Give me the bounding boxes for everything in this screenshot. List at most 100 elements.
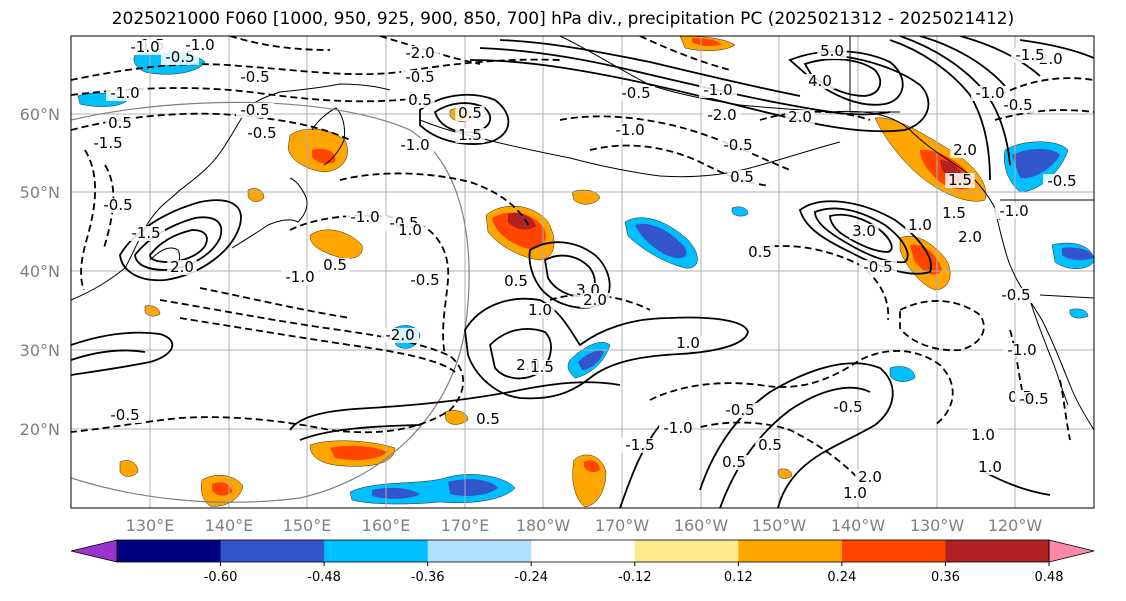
lon-label: 160°W bbox=[674, 516, 729, 535]
contour-label: 2.0 bbox=[858, 468, 882, 486]
lat-label: 40°N bbox=[20, 262, 60, 281]
contour-label-bg bbox=[89, 136, 127, 151]
lon-label: 130°E bbox=[126, 516, 175, 535]
contour-label-bg bbox=[580, 293, 610, 308]
contour-label-bg bbox=[527, 360, 557, 375]
contour-label-bg bbox=[905, 218, 935, 233]
contour-label: 1.0 bbox=[843, 484, 867, 502]
contour-label: -0.5 bbox=[405, 68, 434, 86]
contour-label-bg bbox=[127, 226, 165, 241]
contour-label-bg bbox=[621, 438, 659, 453]
contour-label-bg bbox=[805, 74, 835, 89]
contour-label-bg bbox=[1015, 392, 1053, 407]
contour-label: -1.0 bbox=[663, 419, 692, 437]
contour-label: -2.0 bbox=[707, 106, 736, 124]
precip-positive-area bbox=[777, 468, 793, 479]
contour-label-bg bbox=[727, 170, 757, 185]
contour-label: -1.0 bbox=[110, 84, 139, 102]
contour-label-bg bbox=[346, 210, 384, 225]
contour-label: -0.5 bbox=[110, 406, 139, 424]
lon-label: 140°W bbox=[831, 516, 886, 535]
contour-label-bg bbox=[167, 260, 197, 275]
colorbar-extend-high bbox=[1048, 539, 1095, 563]
contour-label: -1.0 bbox=[350, 208, 379, 226]
contour-label-bg bbox=[161, 50, 199, 65]
lon-label: 170°W bbox=[595, 516, 650, 535]
contour-label: 1.0 bbox=[398, 221, 422, 239]
contour-label: 0.5 bbox=[108, 114, 132, 132]
contour-label-bg bbox=[699, 83, 737, 98]
precip-negative-area bbox=[448, 479, 498, 496]
contour-label: 0.5 bbox=[748, 243, 772, 261]
precip-negative-area bbox=[1069, 308, 1089, 319]
contour-label: -1.5 bbox=[93, 134, 122, 152]
contour-label-bg bbox=[945, 173, 975, 188]
precip-positive-area bbox=[144, 305, 161, 317]
contour-label: -0.5 bbox=[723, 136, 752, 154]
contour-label-bg bbox=[126, 40, 164, 55]
contour-label: -1.0 bbox=[703, 81, 732, 99]
precip-negative-area bbox=[731, 206, 749, 217]
colorbar-tick-label: 0.12 bbox=[724, 570, 753, 585]
colorbar-tick-label: -0.24 bbox=[514, 570, 548, 585]
contour-label-bg bbox=[968, 428, 998, 443]
contour-label: 5.0 bbox=[820, 42, 844, 60]
precip-positive-area bbox=[330, 445, 388, 460]
coastline-kamchatka bbox=[311, 107, 345, 166]
contour-label-bg bbox=[950, 143, 980, 158]
contour-label-bg bbox=[939, 206, 969, 221]
contour-label: -2.0 bbox=[385, 326, 414, 344]
contour-label: 0.5 bbox=[458, 104, 482, 122]
lat-label: 50°N bbox=[20, 183, 60, 202]
colorbar-segment bbox=[220, 540, 325, 562]
contour-label-bg bbox=[455, 128, 485, 143]
contour-label: -1.5 bbox=[131, 224, 160, 242]
contour-label-bg bbox=[849, 224, 879, 239]
contour-label-bg bbox=[755, 438, 785, 453]
contour-label: -1.0 bbox=[400, 136, 429, 154]
contour-label: 2.0 bbox=[170, 258, 194, 276]
contour-label-bg bbox=[1043, 174, 1081, 189]
contour-label-bg bbox=[703, 108, 741, 123]
contour-label-bg bbox=[721, 403, 759, 418]
contour-label: -0.5 bbox=[621, 84, 650, 102]
contour-label-bg bbox=[659, 421, 697, 436]
contour-label: 1.5 bbox=[530, 358, 554, 376]
coastline-asia bbox=[71, 83, 391, 301]
contour-label-bg bbox=[719, 138, 757, 153]
contour-label-bg bbox=[236, 70, 274, 85]
contour-label-layer: -1.5 -0.5 -1.0 -0.5 0.5 -1.5 -1.0 -0.5 -1.0 0.5 0.… bbox=[89, 36, 1081, 502]
colorbar-segment bbox=[324, 540, 429, 562]
contour-label-bg bbox=[525, 303, 555, 318]
colorbar-tick-label: -0.12 bbox=[618, 570, 652, 585]
colorbar-segment bbox=[427, 540, 532, 562]
contour-label: -1.0 bbox=[285, 268, 314, 286]
contour-label-bg bbox=[617, 86, 655, 101]
lon-label: 180°W bbox=[516, 516, 571, 535]
longitude-labels: 130°E 140°E 150°E 160°E 170°E 180°W 170°… bbox=[126, 516, 1043, 535]
precip-positive-area bbox=[910, 244, 942, 275]
lon-label: 150°E bbox=[283, 516, 332, 535]
contours-positive bbox=[71, 36, 1094, 508]
lat-label: 20°N bbox=[20, 420, 60, 439]
contour-label: 2.0 bbox=[583, 291, 607, 309]
coastline-baja bbox=[1029, 299, 1069, 406]
contour-label: 0.5 bbox=[758, 436, 782, 454]
colorbar-tick-label: -0.48 bbox=[307, 570, 341, 585]
contour-label: 1.0 bbox=[908, 216, 932, 234]
contour-label: -0.5 bbox=[1001, 286, 1030, 304]
contour-label-bg bbox=[501, 274, 531, 289]
contour-label: -1.5 bbox=[1015, 46, 1044, 64]
contour-label: 1.0 bbox=[528, 301, 552, 319]
coastline-japan bbox=[231, 177, 308, 249]
lon-label: 160°E bbox=[362, 516, 411, 535]
contour-label: -1.0 bbox=[1007, 341, 1036, 359]
lon-label: 140°E bbox=[205, 516, 254, 535]
contour-label: 4.0 bbox=[808, 72, 832, 90]
contour-label-bg bbox=[673, 336, 703, 351]
latitude-labels: 60°N 50°N 40°N 30°N 20°N bbox=[20, 105, 60, 439]
precip-positive-area bbox=[119, 460, 139, 477]
colorbar-segment bbox=[945, 540, 1050, 562]
contour-label: 1.0 bbox=[971, 426, 995, 444]
lat-label: 60°N bbox=[20, 105, 60, 124]
